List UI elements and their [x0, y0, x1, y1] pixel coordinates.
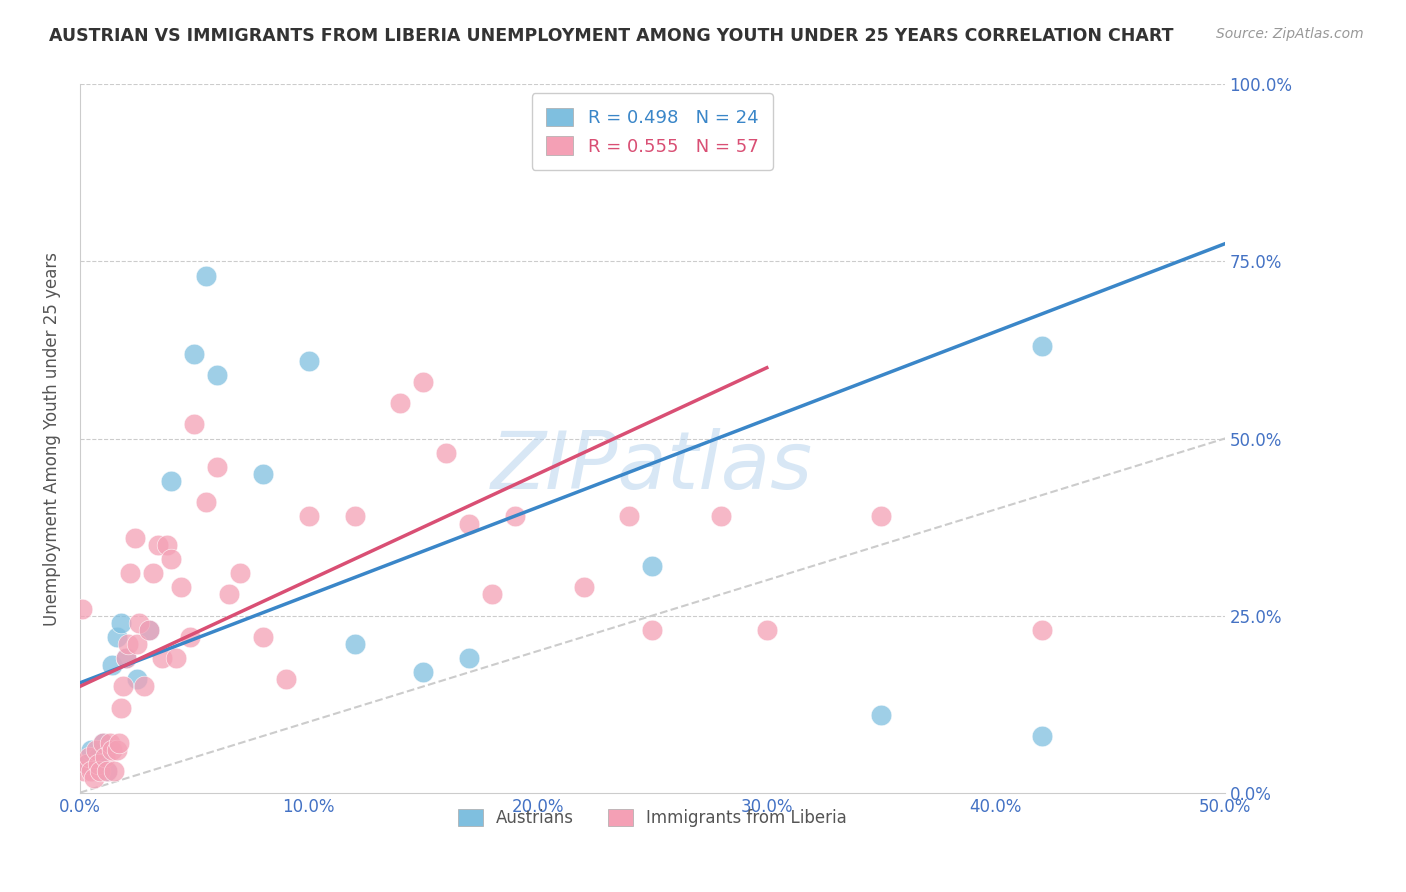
Point — [252, 467, 274, 481]
Point — [96, 764, 118, 779]
Point — [94, 750, 117, 764]
Point — [458, 651, 481, 665]
Point — [127, 673, 149, 687]
Point — [1031, 623, 1053, 637]
Point — [117, 637, 139, 651]
Point — [641, 559, 664, 574]
Point — [179, 630, 201, 644]
Point — [641, 623, 664, 637]
Point — [73, 764, 96, 779]
Point — [169, 580, 191, 594]
Text: Source: ZipAtlas.com: Source: ZipAtlas.com — [1216, 27, 1364, 41]
Point — [183, 417, 205, 432]
Point — [1031, 729, 1053, 743]
Point — [112, 680, 135, 694]
Point — [481, 587, 503, 601]
Point — [298, 353, 321, 368]
Legend: Austrians, Immigrants from Liberia: Austrians, Immigrants from Liberia — [451, 803, 853, 834]
Point — [194, 495, 217, 509]
Point — [207, 459, 229, 474]
Point — [80, 743, 103, 757]
Point — [274, 673, 297, 687]
Point — [503, 509, 526, 524]
Point — [76, 757, 98, 772]
Point — [412, 375, 434, 389]
Point — [298, 509, 321, 524]
Point — [91, 736, 114, 750]
Point — [183, 346, 205, 360]
Point — [98, 736, 121, 750]
Point — [127, 637, 149, 651]
Point — [128, 615, 150, 630]
Point — [107, 736, 129, 750]
Point — [1031, 339, 1053, 353]
Point — [110, 700, 132, 714]
Point — [70, 601, 93, 615]
Point — [96, 764, 118, 779]
Text: ZIPatlas: ZIPatlas — [491, 428, 813, 506]
Point — [343, 637, 366, 651]
Point — [89, 764, 111, 779]
Text: AUSTRIAN VS IMMIGRANTS FROM LIBERIA UNEMPLOYMENT AMONG YOUTH UNDER 25 YEARS CORR: AUSTRIAN VS IMMIGRANTS FROM LIBERIA UNEM… — [49, 27, 1174, 45]
Point — [755, 623, 778, 637]
Point — [84, 743, 107, 757]
Point — [870, 707, 893, 722]
Y-axis label: Unemployment Among Youth under 25 years: Unemployment Among Youth under 25 years — [44, 252, 60, 625]
Point — [252, 630, 274, 644]
Point — [870, 509, 893, 524]
Point — [87, 757, 110, 772]
Point — [434, 446, 457, 460]
Point — [83, 772, 105, 786]
Point — [101, 743, 124, 757]
Point — [103, 764, 125, 779]
Point — [458, 516, 481, 531]
Point — [146, 538, 169, 552]
Point — [343, 509, 366, 524]
Point — [229, 566, 252, 580]
Point — [114, 651, 136, 665]
Point — [142, 566, 165, 580]
Point — [156, 538, 179, 552]
Point — [619, 509, 641, 524]
Point — [165, 651, 187, 665]
Point — [412, 665, 434, 680]
Point — [150, 651, 173, 665]
Point — [80, 764, 103, 779]
Point — [207, 368, 229, 382]
Point — [160, 552, 183, 566]
Point — [132, 680, 155, 694]
Point — [101, 658, 124, 673]
Point — [120, 566, 142, 580]
Point — [91, 736, 114, 750]
Point — [110, 615, 132, 630]
Point — [160, 474, 183, 488]
Point — [710, 509, 733, 524]
Point — [138, 623, 160, 637]
Point — [194, 268, 217, 283]
Point — [105, 630, 128, 644]
Point — [76, 757, 98, 772]
Point — [138, 623, 160, 637]
Point — [572, 580, 595, 594]
Point — [77, 750, 100, 764]
Point — [389, 396, 412, 410]
Point — [87, 750, 110, 764]
Point — [218, 587, 240, 601]
Point — [105, 743, 128, 757]
Point — [124, 531, 146, 545]
Point — [114, 651, 136, 665]
